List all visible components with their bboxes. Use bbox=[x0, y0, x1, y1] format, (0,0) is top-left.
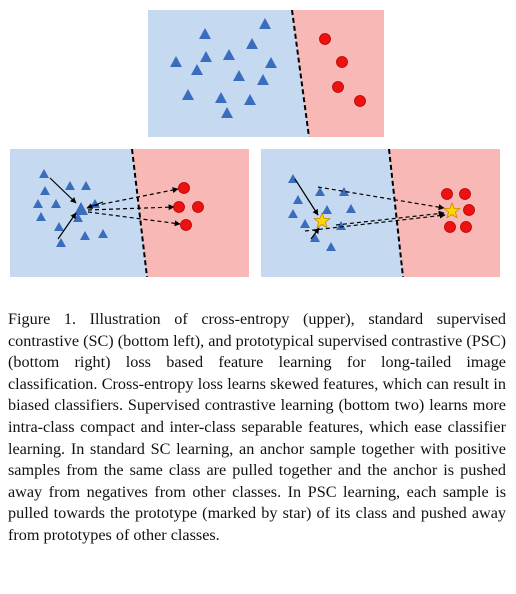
blue-samples bbox=[170, 18, 277, 118]
decision-boundary bbox=[131, 149, 148, 277]
circle bbox=[192, 201, 204, 213]
triangle bbox=[246, 38, 258, 49]
triangle bbox=[54, 222, 64, 231]
circle bbox=[332, 81, 344, 93]
triangle bbox=[300, 219, 310, 228]
triangle bbox=[326, 242, 336, 251]
triangle bbox=[221, 107, 233, 118]
red-prototype-star-icon bbox=[443, 201, 461, 219]
triangle bbox=[182, 89, 194, 100]
circle bbox=[463, 204, 475, 216]
triangle bbox=[322, 205, 332, 214]
circle bbox=[459, 188, 471, 200]
circle bbox=[173, 201, 185, 213]
circle bbox=[180, 219, 192, 231]
circle bbox=[178, 182, 190, 194]
triangle bbox=[51, 199, 61, 208]
triangle bbox=[339, 187, 349, 196]
sc-panel bbox=[10, 149, 249, 277]
triangle bbox=[36, 212, 46, 221]
triangle bbox=[40, 186, 50, 195]
triangle bbox=[215, 92, 227, 103]
figure-caption: Figure 1. Illustration of cross-entropy … bbox=[8, 310, 506, 544]
blue-samples bbox=[288, 174, 356, 251]
triangle bbox=[39, 169, 49, 178]
circle bbox=[444, 221, 456, 233]
triangle bbox=[244, 94, 256, 105]
triangle bbox=[33, 199, 43, 208]
triangle bbox=[223, 49, 235, 60]
push-arrows bbox=[304, 186, 446, 232]
circle bbox=[336, 56, 348, 68]
triangle bbox=[191, 64, 203, 75]
cross-entropy-panel bbox=[148, 10, 384, 137]
circle bbox=[354, 95, 366, 107]
circle bbox=[441, 188, 453, 200]
triangle bbox=[288, 209, 298, 218]
circle bbox=[319, 33, 331, 45]
push-arrows bbox=[87, 187, 181, 227]
triangle bbox=[170, 56, 182, 67]
triangle bbox=[257, 74, 269, 85]
triangle bbox=[80, 231, 90, 240]
triangle bbox=[336, 221, 346, 230]
decision-boundary bbox=[291, 10, 310, 137]
triangle bbox=[346, 204, 356, 213]
triangle bbox=[265, 57, 277, 68]
red-samples bbox=[173, 182, 204, 231]
blue-prototype-star-icon bbox=[313, 211, 331, 229]
triangle bbox=[73, 213, 83, 222]
triangle bbox=[199, 28, 211, 39]
blue-class-region bbox=[261, 149, 403, 277]
triangle bbox=[56, 238, 66, 247]
red-samples bbox=[319, 33, 366, 107]
triangle bbox=[233, 70, 245, 81]
red-class-region bbox=[389, 149, 500, 277]
pull-arrows bbox=[294, 178, 320, 240]
triangle bbox=[200, 51, 212, 62]
triangle bbox=[310, 233, 320, 242]
blue-class-region bbox=[148, 10, 309, 137]
triangle bbox=[259, 18, 271, 29]
decision-boundary bbox=[388, 149, 404, 277]
red-samples bbox=[441, 188, 475, 233]
red-class-region bbox=[132, 149, 249, 277]
triangle bbox=[98, 229, 108, 238]
triangle bbox=[81, 181, 91, 190]
triangle bbox=[293, 195, 303, 204]
psc-panel bbox=[261, 149, 500, 277]
circle bbox=[460, 221, 472, 233]
triangle bbox=[315, 187, 325, 196]
blue-samples bbox=[33, 169, 108, 247]
triangle bbox=[65, 181, 75, 190]
anchor-triangle bbox=[74, 202, 88, 215]
